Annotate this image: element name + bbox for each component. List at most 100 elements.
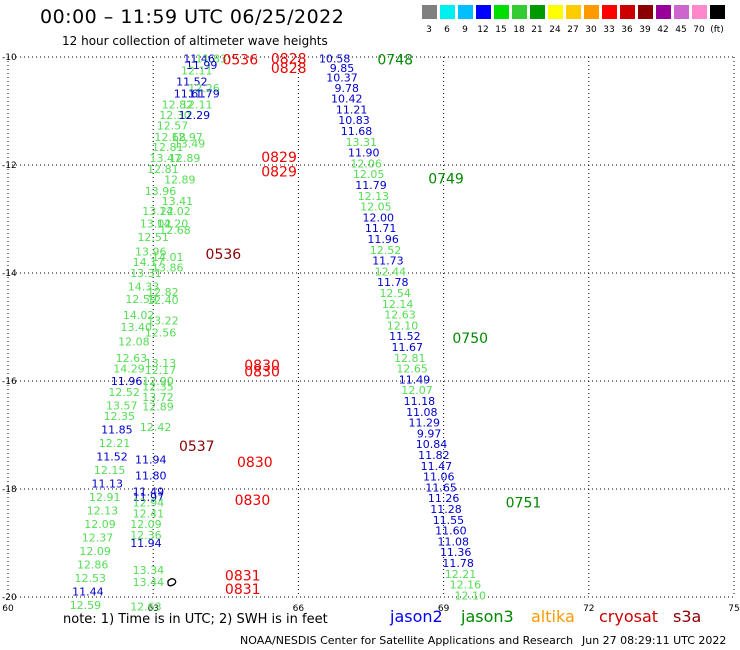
pass-time-label: 0831: [225, 568, 261, 584]
wave-height-value: 12.14: [382, 298, 414, 311]
scale-label: 30: [585, 25, 597, 35]
wave-height-value: 12.51: [137, 231, 169, 244]
wave-height-value: 11.78: [442, 557, 474, 570]
wave-height-value: 12.90: [142, 375, 174, 388]
wave-height-value: 12.09: [79, 545, 111, 558]
scale-label: 36: [621, 25, 633, 35]
wave-height-value: 12.81: [147, 163, 179, 176]
lon-tick-label: 69: [438, 604, 450, 614]
wave-height-value: 13.44: [133, 576, 165, 589]
wave-height-value: 12.41: [133, 507, 165, 520]
wave-height-value: 12.63: [384, 309, 416, 322]
wave-height-value: 11.94: [135, 453, 167, 466]
wave-height-value: 13.49: [174, 137, 206, 150]
wave-height-value: 12.52: [370, 244, 402, 257]
wave-height-value: 11.79: [188, 88, 220, 101]
wave-height-value: 12.08: [118, 336, 150, 349]
scale-label: 15: [495, 25, 507, 35]
wave-height-value: 11.71: [365, 222, 397, 235]
wave-height-value: 11.29: [408, 417, 440, 430]
wave-height-value: 11.46: [183, 53, 215, 66]
wave-height-value: 12.06: [350, 157, 382, 170]
pass-time-label: 0751: [506, 496, 542, 512]
wave-height-value: 12.89: [142, 400, 174, 413]
scale-swatch: [584, 5, 599, 19]
wave-height-value: 12.89: [169, 152, 201, 165]
wave-height-value: 11.44: [72, 586, 104, 599]
scale-swatch: [476, 5, 491, 19]
wave-height-value: 11.28: [430, 503, 462, 516]
scale-label: 3: [426, 25, 432, 35]
page-subtitle: 12 hour collection of altimeter wave hei…: [62, 34, 328, 48]
wave-height-value: 11.99: [186, 59, 218, 72]
wave-height-value: 12.44: [375, 265, 407, 278]
wave-height-value: 12.10: [454, 589, 486, 602]
wave-height-value: 11.49: [399, 373, 431, 386]
wave-height-value: 11.68: [341, 125, 373, 138]
wave-height-value: 12.94: [133, 497, 165, 510]
wave-height-value: 12.05: [360, 201, 392, 214]
wave-height-value: 12.30: [159, 109, 191, 122]
scale-label: 21: [531, 25, 543, 35]
wave-height-value: 12.68: [159, 224, 191, 237]
wave-height-value: 11.60: [435, 525, 467, 538]
wave-height-value: 12.00: [363, 211, 395, 224]
scale-swatch: [566, 5, 581, 19]
scale-label: 6: [444, 25, 450, 35]
lon-tick-label: 60: [2, 604, 14, 614]
wave-height-value: 11.79: [355, 179, 387, 192]
wave-height-value: 11.49: [133, 486, 165, 499]
credit-line: NOAA/NESDIS Center for Satellite Applica…: [240, 634, 574, 647]
wave-height-value: 13.34: [133, 564, 165, 577]
wave-height-value: 12.09: [130, 518, 162, 531]
wave-height-value: 11.82: [418, 449, 450, 462]
lon-tick-label: 66: [293, 604, 305, 614]
wave-height-value: 12.82: [147, 286, 179, 299]
pass-time-label: 0830: [235, 493, 271, 509]
pass-time-label: 0830: [244, 364, 280, 380]
lat-tick-label: -20: [2, 593, 17, 603]
wave-height-value: 10.84: [416, 438, 448, 451]
scale-swatch: [674, 5, 689, 19]
pass-time-label: 0750: [452, 331, 488, 347]
wave-height-value: 12.68: [154, 131, 186, 144]
scale-label: 39: [639, 25, 651, 35]
pass-time-label: 0831: [225, 582, 261, 598]
scale-swatch: [692, 5, 707, 19]
wave-height-value: 11.36: [440, 546, 472, 559]
wave-height-value: 12.10: [387, 319, 419, 332]
scale-swatch: [548, 5, 563, 19]
wave-height-value: 12.82: [162, 99, 194, 112]
wave-height-value: 9.78: [335, 82, 360, 95]
wave-height-value: 11.73: [372, 255, 404, 268]
wave-height-value: 11.08: [438, 535, 470, 548]
wave-height-value: 12.63: [130, 601, 162, 614]
scale-label: 70: [693, 25, 705, 35]
pass-time-label: 0748: [377, 53, 413, 69]
scale-label: 33: [603, 25, 615, 35]
wave-height-value: 13.47: [150, 152, 182, 165]
wave-height-value: 14.02: [159, 205, 191, 218]
wave-height-value: 12.13: [358, 190, 390, 203]
wave-height-value: 12.54: [379, 287, 411, 300]
lat-tick-label: -12: [2, 161, 17, 171]
wave-height-value: 12.05: [353, 168, 385, 181]
wave-height-value: 11.67: [392, 341, 424, 354]
wave-height-value: 12.29: [179, 109, 211, 122]
wave-height-value: 12.35: [142, 380, 174, 393]
scale-swatch: [512, 5, 527, 19]
scale-label: 24: [549, 25, 561, 35]
wave-height-value: 11.97: [133, 491, 165, 504]
wave-height-value: 12.42: [140, 421, 172, 434]
scale-swatch: [710, 5, 725, 19]
wave-height-value: 10.37: [326, 72, 358, 85]
wave-height-value: 11.78: [377, 276, 409, 289]
scale-label: 45: [675, 25, 687, 35]
pass-time-label: 0830: [244, 358, 280, 374]
wave-height-value: 12.36: [130, 529, 162, 542]
pass-time-label: 0830: [237, 455, 273, 471]
wave-height-value: 12.89: [164, 174, 196, 187]
page-title: 00:00 – 11:59 UTC 06/25/2022: [40, 6, 345, 28]
pass-time-label: 0537: [179, 439, 215, 455]
